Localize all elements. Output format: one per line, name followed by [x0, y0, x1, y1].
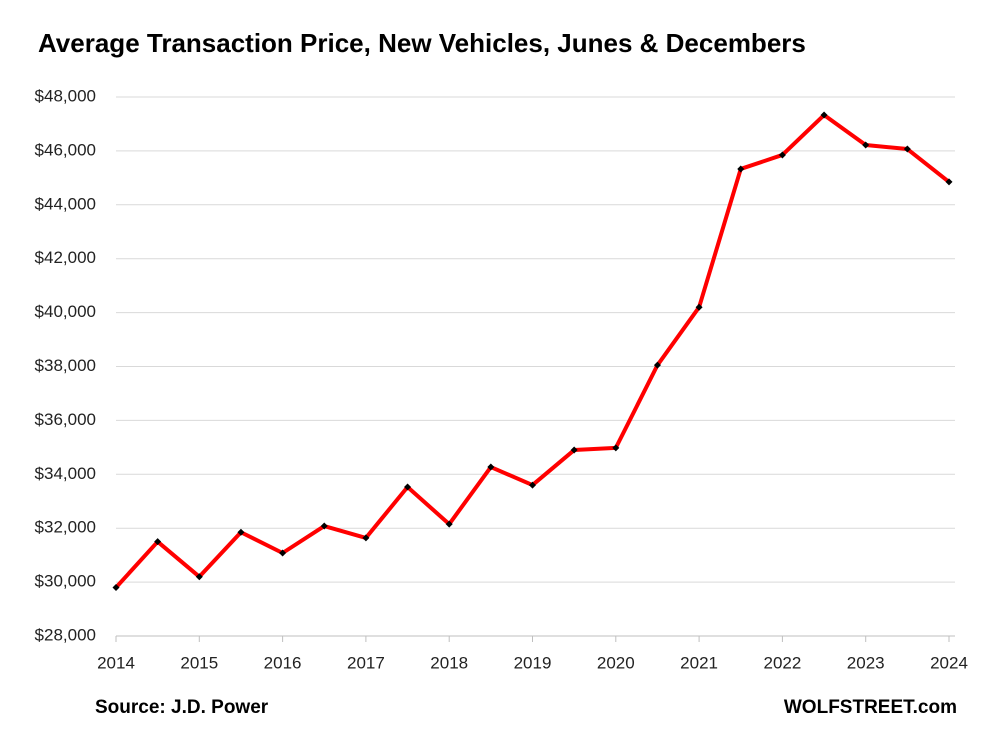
y-tick-label: $42,000 — [35, 248, 96, 267]
data-marker — [653, 361, 661, 369]
data-marker — [737, 165, 745, 173]
y-tick-label: $34,000 — [35, 464, 96, 483]
x-tick-label: 2021 — [680, 653, 718, 672]
data-marker — [945, 178, 953, 186]
x-tick-label: 2024 — [930, 653, 968, 672]
y-tick-label: $36,000 — [35, 410, 96, 429]
y-tick-label: $30,000 — [35, 572, 96, 591]
data-marker — [112, 583, 120, 591]
data-marker — [612, 444, 620, 452]
y-tick-label: $44,000 — [35, 194, 96, 213]
x-tick-label: 2014 — [97, 653, 135, 672]
chart-title: Average Transaction Price, New Vehicles,… — [38, 28, 806, 58]
x-tick-label: 2022 — [763, 653, 801, 672]
data-marker — [404, 483, 412, 491]
data-marker — [862, 141, 870, 149]
x-tick-label: 2015 — [180, 653, 218, 672]
data-marker — [320, 522, 328, 530]
source-note: Source: J.D. Power — [95, 697, 269, 718]
data-marker — [195, 573, 203, 581]
data-marker — [695, 303, 703, 311]
y-tick-label: $28,000 — [35, 625, 96, 644]
x-tick-label: 2023 — [847, 653, 885, 672]
data-marker — [362, 534, 370, 542]
y-tick-label: $40,000 — [35, 302, 96, 321]
data-marker — [154, 538, 162, 546]
data-marker — [820, 111, 828, 119]
data-marker — [237, 528, 245, 536]
x-tick-label: 2016 — [264, 653, 302, 672]
data-marker — [529, 481, 536, 489]
x-tick-label: 2018 — [430, 653, 468, 672]
y-tick-label: $46,000 — [35, 140, 96, 159]
y-tick-label: $48,000 — [35, 86, 96, 105]
data-marker — [279, 549, 287, 557]
y-tick-label: $38,000 — [35, 356, 96, 375]
data-marker — [487, 463, 495, 471]
x-tick-label: 2019 — [514, 653, 552, 672]
data-marker — [570, 446, 578, 454]
data-line — [114, 113, 951, 589]
y-tick-label: $32,000 — [35, 518, 96, 537]
credit: WOLFSTREET.com — [784, 697, 957, 718]
data-marker — [903, 145, 911, 153]
data-marker — [445, 520, 453, 528]
x-tick-label: 2017 — [347, 653, 385, 672]
x-tick-label: 2020 — [597, 653, 635, 672]
data-marker — [778, 151, 786, 159]
